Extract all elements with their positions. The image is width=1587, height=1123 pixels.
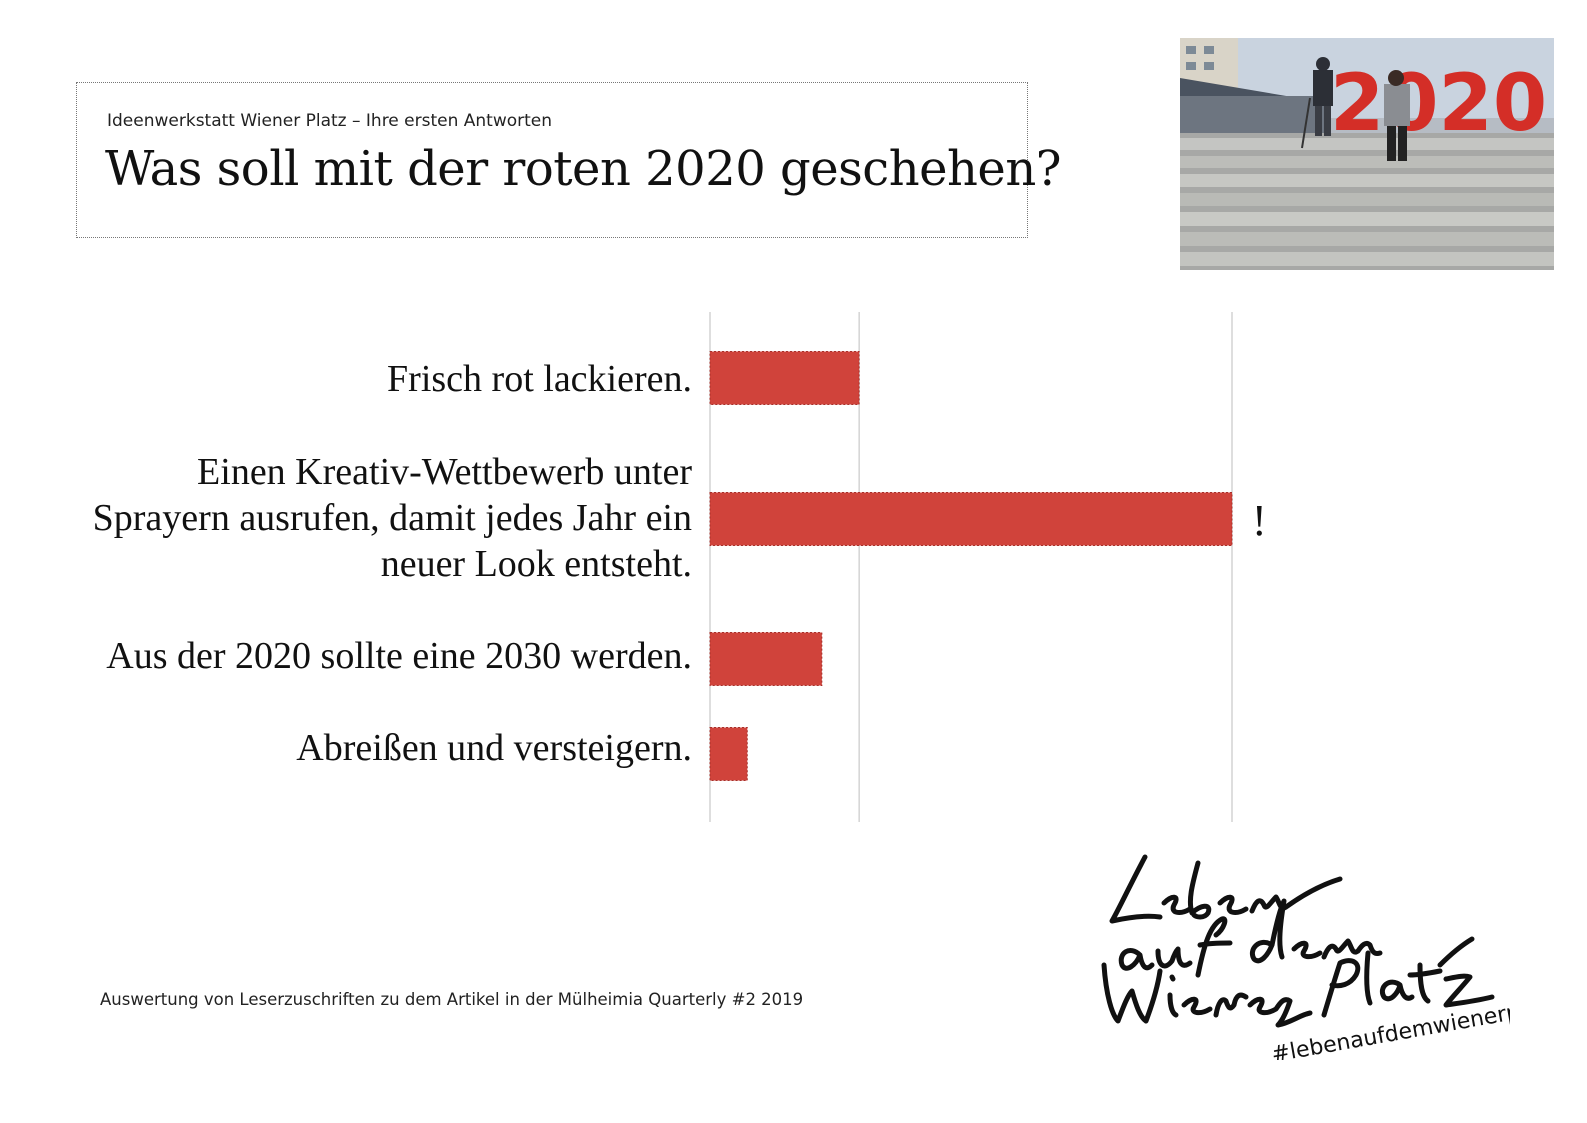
category-label-1: Frisch rot lackieren. [387, 358, 692, 400]
bar-4 [709, 727, 748, 781]
category-label-2: Einen Kreativ-Wettbewerb unter Sprayern … [93, 449, 692, 587]
svg-text:2020: 2020 [1330, 59, 1547, 149]
title-box: Ideenwerkstatt Wiener Platz – Ihre erste… [76, 82, 1061, 238]
bar-2 [709, 492, 1233, 546]
footer-note: Auswertung von Leserzuschriften zu dem A… [100, 990, 804, 1009]
bar-1 [709, 351, 860, 405]
category-label-2-line-1: Einen Kreativ-Wettbewerb unter [197, 451, 692, 493]
bar-3 [709, 632, 823, 686]
photo-2020-sign: 2020 [1180, 38, 1554, 270]
category-label-2-line-2: Sprayern ausrufen, damit jedes Jahr ein [92, 497, 692, 539]
category-label-3: Aus der 2020 sollte eine 2030 werden. [106, 635, 692, 677]
kicker-text: Ideenwerkstatt Wiener Platz – Ihre erste… [107, 111, 553, 131]
page-title: Was soll mit der roten 2020 geschehen? [105, 141, 1061, 197]
leben-auf-dem-wiener-platz-logo: #lebenaufdemwienerplatz [1101, 854, 1510, 1060]
bar-annotation-1: ! [1252, 496, 1267, 545]
category-label-2-line-3: neuer Look entsteht. [380, 543, 692, 585]
category-label-4: Abreißen und versteigern. [296, 727, 692, 769]
